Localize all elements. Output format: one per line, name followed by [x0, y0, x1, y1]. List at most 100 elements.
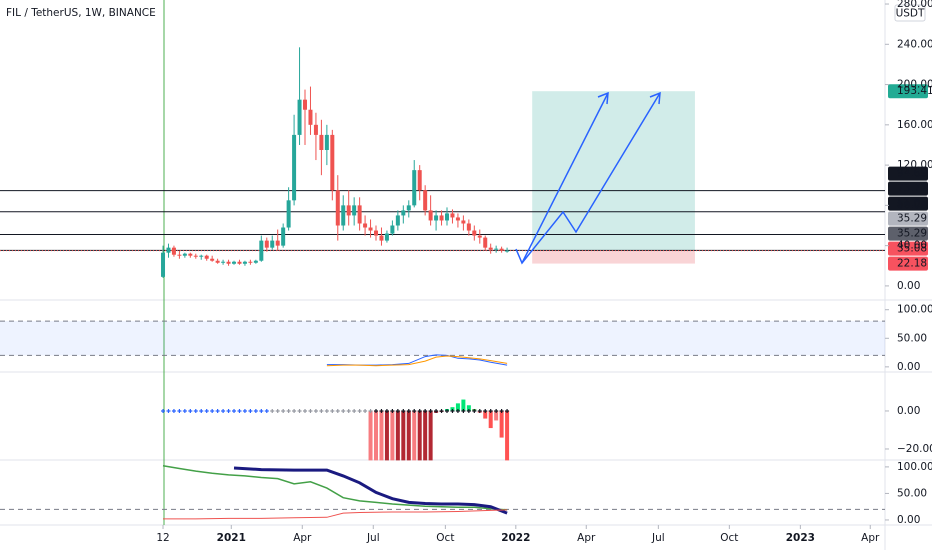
candle-body [286, 200, 291, 228]
candle [171, 245, 176, 257]
y-tick-label: 100.00 [897, 304, 932, 316]
candle-body [308, 109, 313, 125]
candle [232, 260, 237, 265]
plot-layer [0, 47, 885, 520]
histogram-bar [374, 410, 379, 461]
candle-body [379, 235, 384, 241]
indicator-line [233, 466, 508, 515]
x-tick-label: 2021 [217, 532, 246, 544]
candle [499, 246, 504, 253]
candle-body [232, 261, 237, 264]
price-label-box [888, 256, 928, 271]
candle [199, 254, 204, 260]
histogram-bar [483, 410, 488, 419]
price-label-box [888, 166, 928, 181]
indicator-line [162, 465, 508, 511]
candle [324, 124, 329, 166]
candle [248, 259, 253, 265]
candle-body [341, 205, 346, 226]
y-tick-label: 240.00 [897, 38, 932, 50]
candle [472, 225, 477, 241]
y-tick-label: 120.00 [897, 159, 932, 171]
candle-body [253, 260, 258, 263]
candle [406, 200, 411, 218]
indicator-line [326, 355, 508, 367]
y-tick-label: 280.00 [897, 0, 932, 10]
candle-body [406, 205, 411, 211]
candle-body [395, 215, 400, 226]
label-layer: 193.41 22.18 35.08 35.29 35.29 51.01 73.72 94.6… [888, 84, 932, 271]
candle-body [428, 210, 433, 221]
candle-body [303, 99, 308, 110]
candle [439, 210, 444, 226]
y-tick-label: 0.00 [897, 361, 920, 373]
candle-body [461, 220, 466, 224]
candle-body [499, 248, 504, 251]
currency-box[interactable] [894, 4, 926, 22]
candle [182, 252, 187, 258]
loss-zone [532, 250, 695, 264]
candle [237, 259, 242, 265]
candle-body [346, 205, 351, 216]
candle-body [171, 247, 176, 255]
candle [488, 243, 493, 254]
histogram-bar [406, 410, 411, 461]
cross-markers [270, 408, 373, 413]
candle-body [248, 261, 253, 263]
price-label-box [888, 226, 928, 241]
candle [193, 253, 198, 259]
candle-body [412, 170, 417, 206]
candle [215, 258, 220, 264]
candle [166, 243, 171, 258]
x-tick-label: Jul [651, 532, 665, 544]
candle [423, 185, 428, 216]
histogram-bar [466, 405, 471, 411]
candle-body [390, 225, 395, 234]
y-tick-label: 0.00 [897, 514, 920, 526]
candle-body [264, 240, 269, 248]
candle [270, 235, 275, 250]
candle-body [215, 260, 220, 263]
candle [275, 229, 280, 251]
histogram-bar [379, 410, 384, 461]
zigzag-path [515, 92, 661, 265]
candle-body [439, 215, 444, 221]
y-tick-label: 50.00 [897, 487, 927, 499]
candle-body [281, 227, 286, 246]
candle-body [199, 255, 204, 257]
y-tick-label: 200.00 [897, 79, 932, 91]
band-fill [0, 321, 885, 356]
candle-body [330, 134, 335, 191]
price-label: 22.18 [897, 258, 927, 270]
candle-body [445, 213, 450, 221]
price-label-box [888, 211, 928, 226]
y-tick-label: 100.00 [897, 461, 932, 473]
candle [374, 225, 379, 241]
candle-body [313, 124, 318, 135]
currency-label[interactable]: USDT [896, 8, 925, 20]
candle [352, 197, 357, 226]
histogram-bar [499, 410, 504, 438]
histogram-bar [488, 410, 493, 429]
price-label: 94.69 [897, 168, 927, 180]
x-tick-label: Apr [861, 532, 880, 544]
candle-body [357, 205, 362, 224]
candle [363, 215, 368, 236]
candle-body [477, 235, 482, 238]
candle [412, 160, 417, 208]
arrow-head [649, 91, 661, 105]
arrow-drawing [515, 91, 661, 265]
candle [346, 190, 351, 226]
candle-body [401, 210, 406, 216]
y-tick-label: 0.00 [897, 405, 920, 417]
candle-body [335, 190, 340, 226]
candle [390, 220, 395, 236]
candle-body [466, 223, 471, 231]
candle-body [182, 253, 187, 256]
candle-body [221, 261, 226, 263]
y-tick-label: 160.00 [897, 119, 932, 131]
candle [461, 215, 466, 231]
candle [292, 114, 297, 206]
x-tick-label: 2023 [786, 532, 815, 544]
